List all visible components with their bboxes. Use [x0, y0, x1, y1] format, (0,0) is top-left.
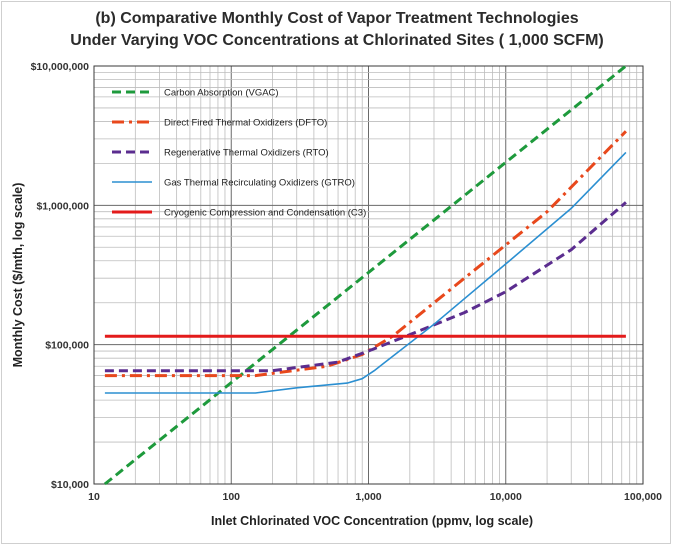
chart-title: (b) Comparative Monthly Cost of Vapor Tr…	[0, 8, 674, 52]
tick-labels: $10,000 $100,000 $1,000,000 $10,000,000 10 10…	[31, 61, 663, 503]
series-layer	[103, 64, 627, 486]
x-tick-label: 100,000	[624, 491, 662, 503]
series-line-2	[104, 130, 627, 378]
x-tick-label: 10	[88, 491, 100, 503]
series-line-4	[104, 151, 627, 394]
x-tick-label: 1,000	[355, 491, 381, 503]
chart-title-line-2: Under Varying VOC Concentrations at Chlo…	[70, 32, 604, 49]
legend-entry-label: Carbon Absorption (VGAC)	[164, 88, 279, 99]
x-axis-label: Inlet Chlorinated VOC Concentration (ppm…	[211, 514, 533, 528]
y-tick-label: $1,000,000	[36, 200, 89, 212]
plot-area-border	[93, 65, 644, 485]
y-tick-label: $10,000	[51, 479, 89, 491]
legend-entry-label: Gas Thermal Recirculating Oxidizers (GTR…	[164, 178, 355, 189]
y-axis-label: Monthly Cost ($/mth, log scale)	[11, 183, 25, 368]
y-tick-label: $100,000	[45, 340, 89, 352]
y-tick-label: $10,000,000	[31, 61, 90, 73]
legend-entry-label: Cryogenic Compression and Condensation (…	[164, 208, 366, 219]
legend-entry-label: Direct Fired Thermal Oxidizers (DFTO)	[164, 118, 327, 129]
x-tick-label: 10,000	[490, 491, 522, 503]
grid	[93, 65, 644, 485]
legend: Carbon Absorption (VGAC) Direct Fired The…	[112, 88, 366, 219]
series-line-1	[103, 64, 627, 486]
x-tick-label: 100	[222, 491, 240, 503]
legend-entry-label: Regenerative Thermal Oxidizers (RTO)	[164, 148, 329, 159]
chart-title-line-1: (b) Comparative Monthly Cost of Vapor Tr…	[95, 10, 579, 27]
